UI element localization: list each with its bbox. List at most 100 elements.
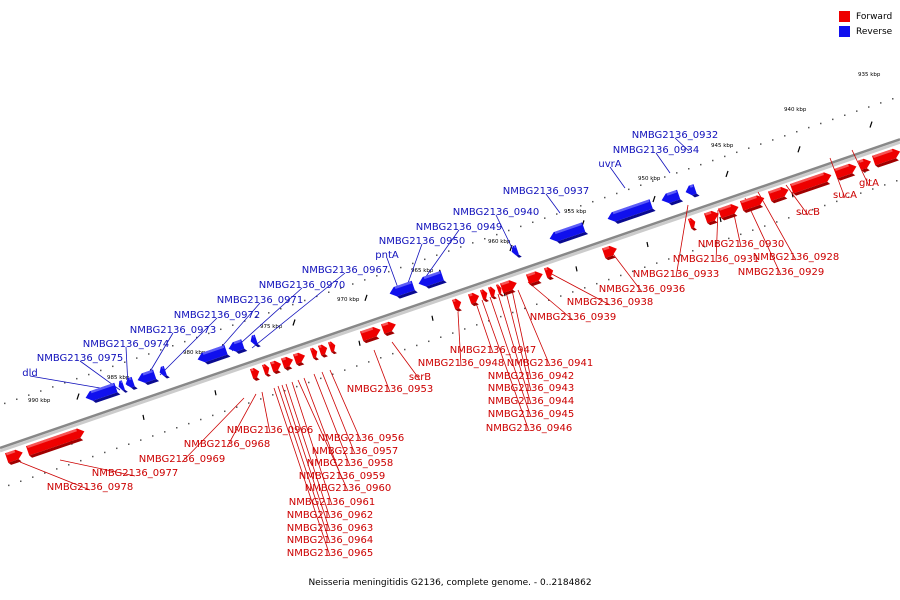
guide-dot: [352, 283, 354, 285]
gene-features: [5, 148, 900, 465]
guide-dot: [860, 192, 862, 194]
guide-dot: [224, 410, 226, 413]
label-nmbg2136-0977: NMBG2136_0977: [92, 468, 178, 479]
forward-swatch: [839, 11, 850, 22]
guide-dot: [296, 385, 298, 388]
guide-dot: [736, 151, 738, 154]
guide-dot: [880, 102, 882, 104]
tick-mark: [76, 393, 80, 400]
guide-dot: [104, 451, 106, 454]
leader-line: [505, 291, 532, 392]
gene-highlight: [202, 345, 225, 355]
label-nmbg2136-0968: NMBG2136_0968: [184, 439, 270, 450]
leader-line: [59, 459, 136, 477]
tick-mark: [652, 195, 656, 203]
label-nmbg2136-0934: NMBG2136_0934: [613, 145, 699, 156]
tick-mark: [646, 241, 649, 248]
guide-dot: [596, 282, 598, 285]
label-nmbg2136-0974: NMBG2136_0974: [83, 339, 169, 350]
gene-body: [389, 280, 415, 297]
guide-dot: [32, 476, 34, 478]
reverse-swatch: [839, 26, 850, 37]
gene-edge: [29, 438, 84, 458]
guide-dot: [44, 472, 46, 474]
leader-line: [321, 371, 356, 455]
gene-body: [118, 380, 125, 391]
guide-dot: [836, 200, 838, 203]
guide-dot: [428, 340, 430, 343]
gene-body: [293, 352, 306, 364]
guide-dot: [148, 353, 150, 355]
reverse-gene: [137, 369, 160, 386]
guide-dot: [440, 336, 442, 338]
leader-line: [475, 302, 494, 354]
label-nmbg2136-0973: NMBG2136_0973: [130, 325, 216, 336]
leader-line: [655, 152, 671, 174]
gene-highlight: [381, 322, 389, 327]
gene-edge: [503, 289, 516, 296]
gene-edge: [516, 254, 522, 258]
label-nmbg2136-0939: NMBG2136_0939: [530, 312, 616, 323]
guide-dot: [820, 122, 822, 125]
label-nmbg2136-0937: NMBG2136_0937: [503, 186, 589, 197]
gene-highlight: [360, 327, 374, 334]
gene-edge: [235, 348, 248, 354]
gene-edge: [743, 204, 764, 213]
forward-gene: [834, 163, 857, 181]
guide-dot: [560, 295, 562, 297]
legend-reverse-label: Reverse: [856, 26, 893, 37]
gene-body: [250, 367, 260, 379]
gene-edge: [691, 193, 700, 198]
guide-dot: [472, 242, 474, 244]
label-nmbg2136-0966: NMBG2136_0966: [227, 425, 313, 436]
forward-gene: [5, 449, 23, 465]
guide-dot: [608, 278, 610, 281]
reverse-gene: [250, 334, 261, 348]
guide-dot: [676, 172, 678, 174]
leader-line: [481, 299, 530, 432]
gene-body: [452, 298, 462, 310]
leader-line: [231, 287, 303, 352]
guide-dot: [172, 345, 174, 347]
guide-dot: [16, 398, 18, 401]
gene-body: [511, 245, 519, 256]
forward-gene: [250, 367, 260, 381]
guide-dot: [200, 418, 202, 421]
reverse-gene: [118, 380, 128, 393]
gene-highlight: [310, 348, 313, 351]
guide-dot: [616, 192, 618, 195]
guide-dot: [640, 184, 642, 186]
leader-line: [785, 184, 809, 216]
guide-dot: [728, 237, 730, 240]
forward-gene: [496, 284, 505, 297]
gene-edge: [92, 392, 121, 403]
tick-label: 945 kbp: [711, 143, 734, 149]
gene-highlight: [500, 280, 510, 286]
legend-forward-label: Forward: [856, 11, 893, 22]
guide-dot: [412, 262, 414, 265]
gene-edge: [321, 354, 328, 358]
guide-dot: [368, 361, 370, 363]
gene-highlight: [281, 357, 287, 361]
label-nmbg2136-0947: NMBG2136_0947: [450, 345, 536, 356]
label-nmbg2136-0931: NMBG2136_0931: [673, 254, 759, 265]
gene-edge: [875, 158, 899, 168]
guide-dot: [188, 422, 190, 425]
guide-dot: [388, 270, 390, 273]
guide-dot: [568, 209, 570, 211]
guide-dot: [112, 365, 114, 368]
gene-edge: [491, 296, 497, 300]
tick-label: 985 kbp: [107, 375, 130, 381]
gene-highlight: [689, 184, 694, 188]
gene-edge: [837, 173, 856, 181]
guide-dot: [332, 373, 334, 375]
leader-line: [545, 193, 561, 214]
leader-line: [281, 384, 331, 532]
reverse-gene: [85, 382, 121, 403]
guide-dot: [424, 258, 426, 261]
gene-highlight: [858, 159, 864, 163]
gene-body: [685, 184, 697, 196]
tick-mark: [509, 244, 513, 252]
label-nmbg2136-0928: NMBG2136_0928: [753, 252, 839, 263]
guide-dot: [244, 320, 246, 322]
